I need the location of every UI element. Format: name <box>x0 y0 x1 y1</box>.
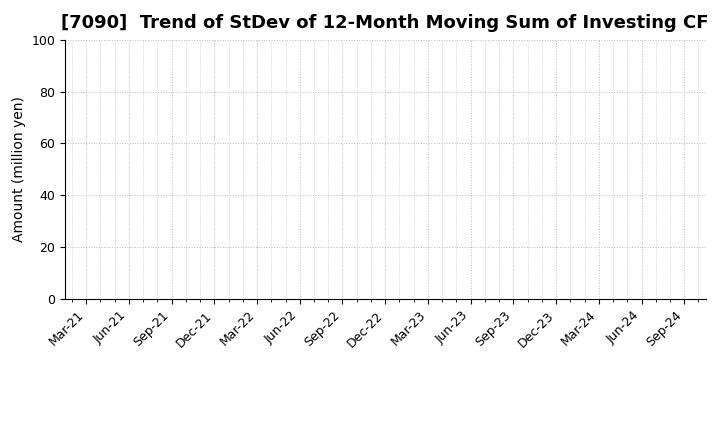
Title: [7090]  Trend of StDev of 12-Month Moving Sum of Investing CF: [7090] Trend of StDev of 12-Month Moving… <box>61 15 709 33</box>
Y-axis label: Amount (million yen): Amount (million yen) <box>12 96 26 242</box>
